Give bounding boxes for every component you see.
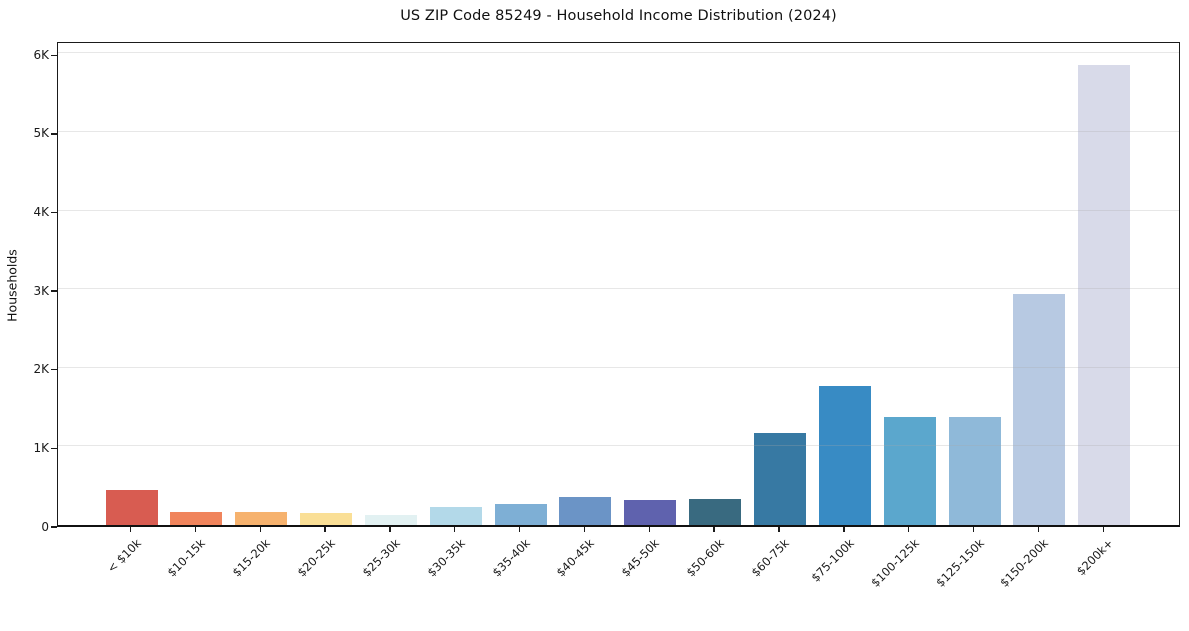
y-tick-mark-6K	[51, 54, 57, 57]
y-tick-mark-0	[51, 526, 57, 528]
bar-$75-100k	[819, 386, 871, 525]
y-tick-label-0: 0	[41, 519, 49, 534]
x-tick-mark-$40-45k	[583, 527, 586, 532]
x-tick-mark-$150-200k	[1037, 527, 1040, 532]
y-tick-label-3K: 3K	[33, 283, 49, 298]
x-tick-mark-$200k+	[1102, 527, 1104, 532]
x-tick-mark-$35-40k	[518, 527, 521, 532]
bar-$30-35k	[430, 507, 482, 525]
bar-$40-45k	[559, 497, 611, 525]
y-tick-mark-4K	[51, 211, 57, 214]
y-tick-mark-2K	[51, 369, 57, 371]
y-tick-label-5K: 5K	[33, 126, 49, 141]
gridline-6K	[58, 52, 1179, 54]
x-tick-mark-$75-100k	[843, 527, 845, 532]
y-tick-mark-1K	[51, 447, 57, 450]
gridline-1K	[58, 445, 1179, 447]
bar-$45-50k	[624, 500, 676, 525]
x-tick-mark-$10-15k	[194, 527, 197, 532]
bar-$10-15k	[170, 512, 222, 525]
bar-$15-20k	[235, 512, 287, 525]
gridline-2K	[58, 366, 1179, 368]
y-tick-mark-5K	[51, 133, 57, 135]
y-tick-label-4K: 4K	[33, 205, 49, 220]
x-tick-mark-$15-20k	[259, 527, 261, 532]
gridline-3K	[58, 288, 1179, 290]
bar-$25-30k	[365, 515, 417, 525]
plot-area	[57, 42, 1180, 527]
x-tick-mark-$60-75k	[778, 527, 780, 532]
x-tick-mark-$25-30k	[389, 527, 391, 532]
chart-title: US ZIP Code 85249 - Household Income Dis…	[400, 8, 837, 24]
gridline-4K	[58, 209, 1179, 211]
y-tick-mark-3K	[51, 290, 57, 292]
bar-$125-150k	[949, 417, 1001, 525]
x-tick-mark-$125-150k	[972, 527, 975, 532]
x-tick-mark-$100-125k	[908, 527, 910, 532]
x-tick-mark-< $10k	[129, 527, 132, 532]
y-tick-label-6K: 6K	[33, 47, 49, 62]
x-tick-mark-$30-35k	[454, 527, 456, 532]
bar-$35-40k	[495, 504, 547, 525]
x-tick-mark-$20-25k	[324, 527, 326, 532]
gridline-5K	[58, 130, 1179, 132]
bar-$50-60k	[689, 499, 741, 525]
x-tick-mark-$50-60k	[713, 527, 715, 532]
bar-$100-125k	[884, 417, 936, 525]
x-tick-mark-$45-50k	[648, 527, 650, 532]
bar-$150-200k	[1013, 294, 1065, 525]
bar-$20-25k	[300, 513, 352, 525]
y-tick-label-2K: 2K	[33, 362, 49, 377]
bar-$60-75k	[754, 433, 806, 525]
bar-chart-figure: US ZIP Code 85249 - Household Income Dis…	[4, 8, 1180, 590]
bar-< $10k	[106, 490, 158, 525]
y-tick-label-1K: 1K	[33, 440, 49, 455]
bar-$200k+	[1078, 65, 1130, 525]
